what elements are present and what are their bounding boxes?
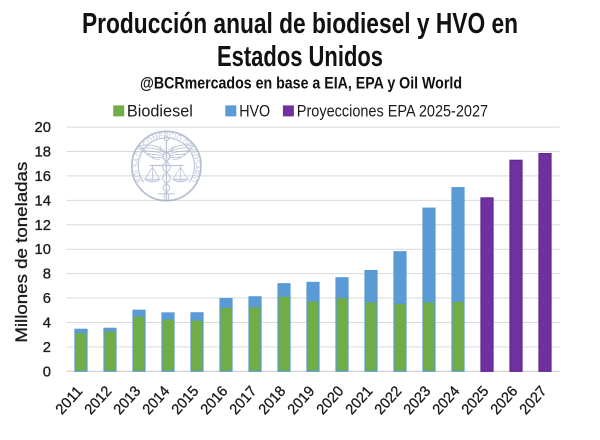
svg-text:16: 16 (35, 169, 51, 185)
svg-text:@BCRmercados en base a EIA, EP: @BCRmercados en base a EIA, EPA y Oil Wo… (140, 74, 462, 93)
svg-text:12: 12 (35, 218, 51, 234)
svg-text:20: 20 (35, 120, 51, 136)
svg-text:10: 10 (35, 242, 51, 258)
svg-text:14: 14 (35, 193, 51, 209)
svg-text:Proyecciones EPA 2025-2027: Proyecciones EPA 2025-2027 (297, 103, 488, 121)
svg-text:Producción anual de biodiesel: Producción anual de biodiesel y HVO en (82, 8, 518, 40)
svg-text:Estados Unidos: Estados Unidos (217, 41, 383, 73)
svg-text:Millones de toneladas: Millones de toneladas (12, 162, 31, 343)
svg-text:0: 0 (43, 364, 51, 380)
svg-text:4: 4 (43, 316, 51, 332)
svg-text:8: 8 (43, 267, 51, 283)
svg-text:2: 2 (43, 340, 51, 356)
svg-text:18: 18 (35, 145, 51, 161)
svg-text:HVO: HVO (239, 103, 270, 121)
svg-text:Biodiesel: Biodiesel (127, 103, 193, 121)
svg-text:6: 6 (43, 291, 51, 307)
